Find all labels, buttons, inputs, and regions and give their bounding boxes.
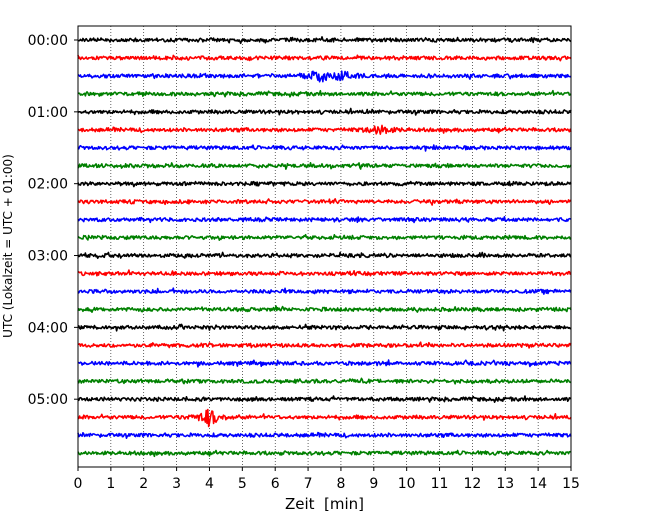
x-tick-label-11: 11	[431, 476, 449, 492]
x-tick-label-14: 14	[529, 476, 547, 492]
x-tick-label-12: 12	[463, 476, 481, 492]
y-tick-label-1: 01:00	[28, 105, 68, 121]
x-tick-label-0: 0	[74, 476, 83, 492]
x-tick-label-4: 4	[205, 476, 214, 492]
x-tick-label-1: 1	[106, 476, 115, 492]
x-tick-label-10: 10	[398, 476, 416, 492]
y-tick-label-3: 03:00	[28, 249, 68, 265]
y-tick-label-5: 05:00	[28, 392, 68, 408]
x-tick-label-8: 8	[336, 476, 345, 492]
x-tick-label-6: 6	[271, 476, 280, 492]
x-tick-label-5: 5	[238, 476, 247, 492]
x-tick-label-15: 15	[562, 476, 580, 492]
x-tick-label-3: 3	[172, 476, 181, 492]
y-tick-label-2: 02:00	[28, 177, 68, 193]
x-axis-label: Zeit [min]	[285, 495, 364, 513]
x-tick-label-2: 2	[139, 476, 148, 492]
x-tick-label-13: 13	[496, 476, 514, 492]
y-axis-label: UTC (Lokalzeit = UTC + 01:00)	[1, 154, 15, 338]
y-tick-label-4: 04:00	[28, 320, 68, 336]
x-tick-label-9: 9	[369, 476, 378, 492]
y-tick-label-0: 00:00	[28, 33, 68, 49]
x-tick-label-7: 7	[304, 476, 313, 492]
